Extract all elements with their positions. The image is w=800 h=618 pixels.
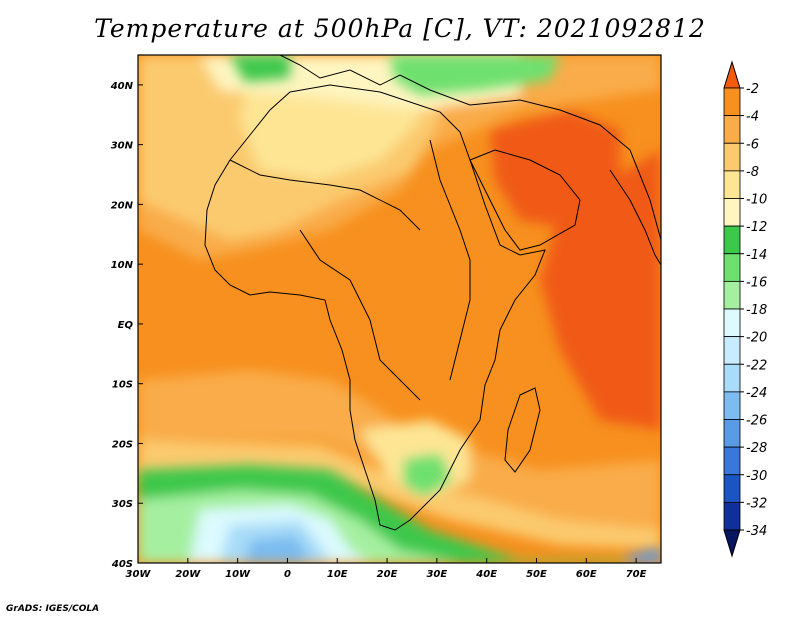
lon-tick-label: 0 <box>284 569 291 580</box>
latitude-axis: 40N 30N 20N 10N EQ 10S 20S 30S 40S <box>110 81 143 570</box>
colorbar-level-label: -8 <box>746 165 759 180</box>
colorbar-level-label: -12 <box>746 220 767 235</box>
lon-tick-label: 10W <box>225 569 251 580</box>
map-title: Temperature at 500hPa [C], VT: 202109281… <box>94 14 706 43</box>
colorbar-bottom-arrow <box>723 529 741 558</box>
lon-tick-label: 20E <box>377 569 398 580</box>
coastlines <box>204 55 661 531</box>
lat-tick-label: 10N <box>111 260 134 271</box>
field-mid-blue-south <box>245 535 310 563</box>
colorbar-level-label: -28 <box>746 441 767 456</box>
lon-tick-label: 40E <box>475 569 497 580</box>
plot-frame <box>137 54 662 564</box>
india-coastline <box>609 169 661 266</box>
colorbar-level-label: -26 <box>746 414 767 429</box>
colorbar-swatch <box>723 391 741 420</box>
field-warm-indian-ocean <box>540 150 661 430</box>
madagascar-coastline <box>504 387 541 473</box>
colorbar-swatch <box>723 253 741 282</box>
colorbar-swatch <box>723 501 741 531</box>
field-green-north <box>230 55 290 82</box>
colorbar-swatch <box>723 87 741 117</box>
colorbar-swatch <box>723 198 741 227</box>
temperature-field <box>138 55 661 563</box>
colorbar-swatch <box>723 308 741 338</box>
colorbar-level-label: -22 <box>746 358 767 373</box>
lat-tick-label: 20N <box>111 200 134 211</box>
lat-tick-label: 10S <box>112 380 133 391</box>
colorbar-swatch <box>723 280 741 310</box>
field-green-lesotho <box>405 455 450 495</box>
longitude-axis: 30W 20W 10W 0 10E 20E 30E 40E 50E 60E 70E <box>126 558 647 580</box>
colorbar-level-label: -14 <box>746 248 767 263</box>
colorbar-level-label: -2 <box>746 82 759 97</box>
colorbar-swatch <box>723 142 741 172</box>
borders-east <box>429 139 471 381</box>
colorbar-level-label: -6 <box>746 137 759 152</box>
colorbar-level-label: -10 <box>746 193 767 208</box>
colorbar-level-label: -18 <box>746 303 767 318</box>
colorbar-swatch <box>723 115 741 144</box>
colorbar-top-arrow <box>723 60 741 89</box>
lon-tick-label: 30E <box>426 569 447 580</box>
field-blue-southeast <box>625 548 661 563</box>
colorbar: -2 -4 -6 -8 -10 -12 -14 -16 -18 -20 -22 -24 -26 -28 -3… <box>723 60 767 558</box>
lat-tick-label: 20S <box>112 439 133 450</box>
colorbar-swatch <box>723 336 741 365</box>
field-green-mediterranean <box>390 55 560 95</box>
colorbar-swatch <box>723 170 741 199</box>
lat-tick-label: 40S <box>111 559 133 570</box>
lon-tick-label: 50E <box>526 569 547 580</box>
colorbar-swatch <box>723 419 741 448</box>
europe-coastline <box>279 55 661 241</box>
colorbar-swatch <box>723 225 741 255</box>
colorbar-level-label: -24 <box>746 386 767 401</box>
arabia-coastline <box>469 149 581 251</box>
colorbar-swatch <box>723 363 741 393</box>
colorbar-level-label: -32 <box>746 496 767 511</box>
lat-tick-label: 40N <box>110 81 134 92</box>
colorbar-swatch <box>723 474 741 503</box>
lon-tick-label: 70E <box>626 569 647 580</box>
lon-tick-label: 30W <box>126 569 152 580</box>
colorbar-level-label: -16 <box>746 275 767 290</box>
lon-tick-label: 10E <box>327 569 348 580</box>
lat-tick-label: EQ <box>118 320 134 331</box>
colorbar-level-label: -30 <box>746 469 767 484</box>
borders-west <box>229 159 421 231</box>
colorbar-level-label: -4 <box>746 110 759 125</box>
africa-coastline <box>204 84 546 531</box>
footer-credit: GrADS: IGES/COLA <box>6 604 100 614</box>
colorbar-level-label: -34 <box>746 524 767 539</box>
lat-tick-label: 30N <box>111 141 134 152</box>
colorbar-swatch <box>723 446 741 476</box>
lon-tick-label: 60E <box>576 569 597 580</box>
lon-tick-label: 20W <box>175 569 201 580</box>
colorbar-level-label: -20 <box>746 331 767 346</box>
lat-tick-label: 30S <box>112 499 133 510</box>
borders-central <box>299 229 421 401</box>
